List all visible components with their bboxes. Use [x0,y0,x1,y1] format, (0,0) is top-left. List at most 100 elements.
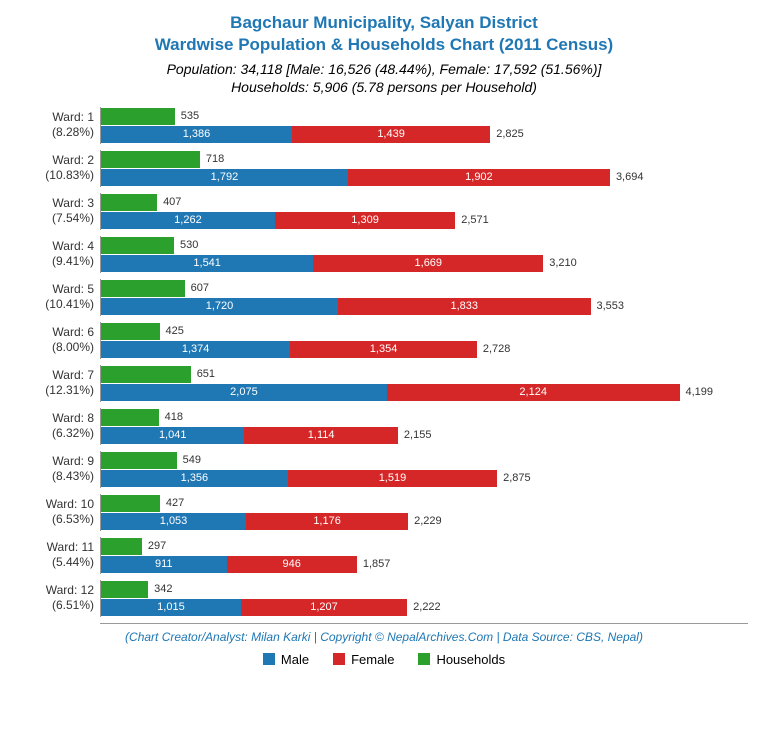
ward-bars: 607 1,7201,833 3,553 [100,279,748,316]
male-bar: 1,356 [101,470,288,487]
total-value: 2,728 [483,343,511,355]
total-value: 2,222 [413,601,441,613]
male-bar: 1,541 [101,255,313,272]
female-bar: 1,833 [338,298,591,315]
ward-bars: 427 1,0531,176 2,229 [100,494,748,531]
female-bar: 1,354 [290,341,477,358]
ward-label: Ward: 7(12.31%) [20,368,100,398]
households-value: 427 [166,497,184,509]
female-bar: 1,207 [241,599,407,616]
legend-male-label: Male [281,652,309,667]
households-bar [101,538,142,555]
male-bar: 1,386 [101,126,292,143]
ward-label: Ward: 9(8.43%) [20,454,100,484]
ward-label: Ward: 4(9.41%) [20,239,100,269]
legend-households-swatch [418,653,430,665]
total-value: 2,825 [496,128,524,140]
households-bar [101,280,185,297]
ward-bars: 4181,0411,1142,155 [100,408,748,445]
households-bar [101,409,159,426]
female-bar: 1,439 [292,126,490,143]
female-bar: 1,519 [288,470,497,487]
male-bar: 1,792 [101,169,348,186]
total-value: 3,553 [597,300,625,312]
total-value: 2,875 [503,472,531,484]
ward-row: Ward: 4(9.41%) 530 1,5411,669 3,210 [20,236,748,273]
chart-footer: (Chart Creator/Analyst: Milan Karki | Co… [20,630,748,644]
legend-female: Female [333,652,394,667]
ward-label: Ward: 8(6.32%) [20,411,100,441]
ward-bars: 4071,2621,3092,571 [100,193,748,230]
title-line1: Bagchaur Municipality, Salyan District [20,12,748,34]
total-value: 3,694 [616,171,644,183]
male-bar: 2,075 [101,384,387,401]
title-line2: Wardwise Population & Households Chart (… [20,34,748,56]
ward-label: Ward: 1(8.28%) [20,110,100,140]
subtitle-line2: Households: 5,906 (5.78 persons per Hous… [20,78,748,96]
households-value: 418 [165,411,183,423]
ward-bars: 425 1,3741,354 2,728 [100,322,748,359]
households-value: 530 [180,239,198,251]
households-value: 297 [148,540,166,552]
ward-bars: 5351,3861,4392,825 [100,107,748,144]
chart-title: Bagchaur Municipality, Salyan District W… [20,12,748,56]
ward-row: Ward: 7(12.31%) 651 2,0752,124 4,199 [20,365,748,402]
households-value: 549 [183,454,201,466]
legend-male: Male [263,652,309,667]
households-bar [101,323,160,340]
legend-households-label: Households [436,652,505,667]
ward-bars: 651 2,0752,124 4,199 [100,365,748,402]
households-bar [101,452,177,469]
female-bar: 1,309 [275,212,455,229]
legend-female-swatch [333,653,345,665]
legend: Male Female Households [20,652,748,667]
households-bar [101,495,160,512]
male-bar: 911 [101,556,227,573]
households-value: 342 [154,583,172,595]
total-value: 2,155 [404,429,432,441]
female-bar: 1,669 [313,255,543,272]
ward-bars: 2979119461,857 [100,537,748,574]
total-value: 2,229 [414,515,442,527]
total-value: 2,571 [461,214,489,226]
ward-row: Ward: 2(10.83%)7181,7921,9023,694 [20,150,748,187]
male-bar: 1,053 [101,513,246,530]
households-bar [101,581,148,598]
legend-households: Households [418,652,505,667]
households-value: 425 [166,325,184,337]
ward-bars: 530 1,5411,669 3,210 [100,236,748,273]
male-bar: 1,015 [101,599,241,616]
x-axis-line [100,623,748,624]
households-value: 651 [197,368,215,380]
total-value: 3,210 [549,257,577,269]
female-bar: 2,124 [387,384,680,401]
households-value: 407 [163,196,181,208]
ward-label: Ward: 6(8.00%) [20,325,100,355]
households-bar [101,108,175,125]
ward-row: Ward: 8(6.32%)4181,0411,1142,155 [20,408,748,445]
ward-row: Ward: 11(5.44%)2979119461,857 [20,537,748,574]
ward-row: Ward: 9(8.43%) 549 1,3561,519 2,875 [20,451,748,488]
ward-bars: 7181,7921,9023,694 [100,150,748,187]
female-bar: 1,114 [244,427,397,444]
female-bar: 1,176 [246,513,408,530]
households-bar [101,237,174,254]
ward-label: Ward: 10(6.53%) [20,497,100,527]
ward-row: Ward: 6(8.00%) 425 1,3741,354 2,728 [20,322,748,359]
households-bar [101,366,191,383]
chart-plot: Ward: 1(8.28%)5351,3861,4392,825Ward: 2(… [20,107,748,617]
total-value: 1,857 [363,558,391,570]
male-bar: 1,720 [101,298,338,315]
male-bar: 1,374 [101,341,290,358]
ward-bars: 549 1,3561,519 2,875 [100,451,748,488]
ward-row: Ward: 3(7.54%)4071,2621,3092,571 [20,193,748,230]
legend-male-swatch [263,653,275,665]
chart-subtitle: Population: 34,118 [Male: 16,526 (48.44%… [20,60,748,96]
ward-row: Ward: 12(6.51%) 342 1,0151,207 2,222 [20,580,748,617]
ward-label: Ward: 11(5.44%) [20,540,100,570]
ward-label: Ward: 5(10.41%) [20,282,100,312]
total-value: 4,199 [686,386,714,398]
households-value: 607 [191,282,209,294]
households-bar [101,194,157,211]
ward-label: Ward: 12(6.51%) [20,583,100,613]
